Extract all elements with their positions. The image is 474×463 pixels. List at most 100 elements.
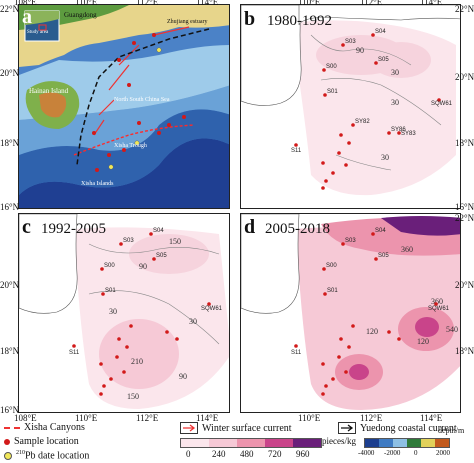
station-s05-b: S05 <box>378 57 389 63</box>
lat-22-d: 22°N <box>455 213 474 223</box>
lat-18-right: 18°N <box>455 138 474 148</box>
lat-20-left: 20°N <box>0 68 20 78</box>
station-sqw61-d: SQW61 <box>428 306 450 312</box>
label-hainan: Hainan Island <box>29 87 69 95</box>
contour-d-540: 540 <box>446 325 458 334</box>
station-sqw61-c: SQW61 <box>201 306 223 312</box>
panel-c-title: 1992-2005 <box>41 221 106 237</box>
pieces-swatch-4 <box>293 439 321 447</box>
station-s04-c: S04 <box>153 228 164 234</box>
lon-108-bottom: 108°E <box>14 413 37 423</box>
station-sy86-b: SY86 <box>391 127 406 133</box>
lon-114-bottom: 114°E <box>196 413 219 423</box>
lat-16-left: 16°N <box>0 202 20 212</box>
pieces-swatch-3 <box>265 439 293 447</box>
lat-18-c: 18°N <box>0 346 20 356</box>
depth-tick-2: 0 <box>414 449 418 457</box>
station-s01-d: S01 <box>327 288 338 294</box>
station-s00-d: S00 <box>326 263 337 269</box>
legend-pb-date: 210Pb date location <box>4 450 89 461</box>
legend-xisha-canyons: Xisha Canyons <box>4 422 85 433</box>
contour-d-360b: 360 <box>431 297 443 306</box>
contour-d-120b: 120 <box>417 337 429 346</box>
contour-d-360: 360 <box>401 245 413 254</box>
panel-d-title: 2005-2018 <box>265 221 330 237</box>
label-north-scs: North South China Sea <box>114 97 170 103</box>
legend-winter-current-label: Winter surface current <box>202 422 292 434</box>
depth-unit: depth/m <box>438 426 465 435</box>
lon-114-bottom-d: 114°E <box>420 413 443 423</box>
panel-b-map: 90 30 30 30 S03 S04 S05 S00 S01 S11 SY82… <box>240 4 461 209</box>
label-zhujiang: Zhujiang estuary <box>167 19 208 25</box>
lat-20-c: 20°N <box>0 280 20 290</box>
pieces-tick-4: 960 <box>296 449 310 459</box>
depth-swatch-5 <box>435 439 449 447</box>
contour-c-30a: 30 <box>109 307 117 316</box>
depth-tick-1: -2000 <box>384 449 401 457</box>
panel-d-map: 360 120 120 360 540 S03 S04 S05 S00 S01 … <box>240 213 461 413</box>
lon-112-bottom-d: 112°E <box>360 413 383 423</box>
station-s01-b: S01 <box>327 89 338 95</box>
contour-c-90b: 90 <box>179 372 187 381</box>
pieces-swatch-1 <box>209 439 237 447</box>
contour-c-210: 210 <box>131 357 143 366</box>
lat-16-c: 16°N <box>0 405 20 415</box>
station-s03-c: S03 <box>123 238 134 244</box>
legend-yuedong-current: Yuedong coastal current <box>338 422 457 434</box>
panel-a-label: a <box>22 6 32 28</box>
panel-b-label: b <box>244 8 256 30</box>
legend: Xisha Canyons Winter surface current Yue… <box>0 420 474 463</box>
lon-110-bottom: 110°E <box>75 413 98 423</box>
pieces-swatch-2 <box>237 439 265 447</box>
contour-c-30b: 30 <box>189 317 197 326</box>
label-xisha-trough: Xisha Trough <box>114 143 147 149</box>
label-xisha-islands: Xisha Islands <box>81 181 114 187</box>
pieces-tick-2: 480 <box>240 449 254 459</box>
legend-pb-date-label: Pb date location <box>25 450 90 462</box>
depth-swatch-2 <box>393 439 407 447</box>
panel-b-title: 1980-1992 <box>267 13 332 29</box>
station-s04-d: S04 <box>375 228 386 234</box>
dashed-line-icon <box>4 426 20 429</box>
station-sy82-b: SY82 <box>355 119 370 125</box>
contour-b-90: 90 <box>356 46 364 55</box>
pieces-swatch-0 <box>181 439 209 447</box>
depth-tick-3: 2000 <box>436 449 450 457</box>
lon-112-top-b: 112°E <box>360 0 383 7</box>
lon-112-top: 112°E <box>136 0 159 7</box>
panel-c-label: c <box>22 216 31 238</box>
concentration-map-b: 90 30 30 30 S03 S04 S05 S00 S01 S11 SY82… <box>241 5 460 208</box>
contour-c-150: 150 <box>169 237 181 246</box>
red-arrow-icon <box>180 422 198 434</box>
station-s01-c: S01 <box>105 288 116 294</box>
contour-b-30c: 30 <box>381 153 389 162</box>
lat-20-d: 20°N <box>455 280 474 290</box>
red-dot-icon <box>4 438 10 445</box>
lon-108-top: 108°E <box>14 0 37 7</box>
station-s11-c: S11 <box>69 350 80 356</box>
station-s05-c: S05 <box>156 253 167 259</box>
station-s11-d: S11 <box>291 350 302 356</box>
lon-114-top: 114°E <box>196 0 219 7</box>
contour-c-90: 90 <box>139 262 147 271</box>
station-s05-d: S05 <box>378 253 389 259</box>
panel-c-map: 150 90 30 30 210 150 90 S03 S04 S05 S00 … <box>18 213 230 413</box>
station-s04-b: S04 <box>375 29 386 35</box>
depth-swatch-3 <box>407 439 421 447</box>
lat-20-right: 20°N <box>455 72 474 82</box>
lat-16-right: 16°N <box>455 202 474 212</box>
lat-22-right: 22°N <box>455 4 474 14</box>
contour-b-30a: 30 <box>391 68 399 77</box>
lat-18-d: 18°N <box>455 346 474 356</box>
station-sqw61-b: SQW61 <box>431 101 453 107</box>
contour-c-150b: 150 <box>127 392 139 401</box>
pieces-tick-1: 240 <box>212 449 226 459</box>
lon-110-top: 110°E <box>75 0 98 7</box>
legend-sample-location-label: Sample location <box>14 436 79 447</box>
lon-112-bottom: 112°E <box>136 413 159 423</box>
station-s00-c: S00 <box>104 263 115 269</box>
station-s11-b: S11 <box>291 148 302 154</box>
panel-d-label: d <box>244 216 256 238</box>
legend-xisha-canyons-label: Xisha Canyons <box>24 422 85 433</box>
legend-yuedong-current-label: Yuedong coastal current <box>360 422 457 434</box>
